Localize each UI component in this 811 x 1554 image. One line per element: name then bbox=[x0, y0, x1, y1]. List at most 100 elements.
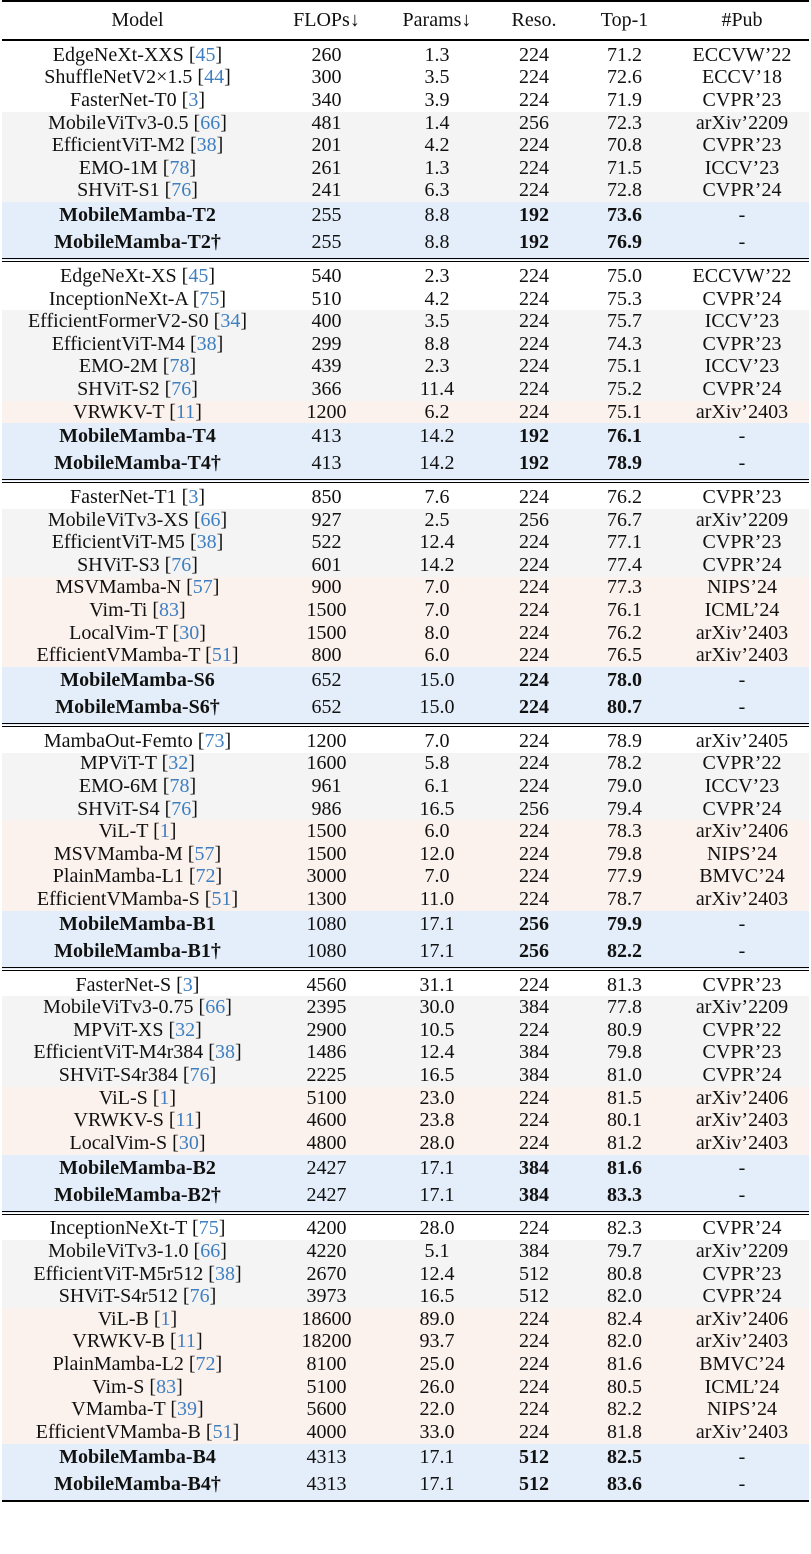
citation-link[interactable]: 78 bbox=[169, 355, 190, 378]
citation-link[interactable]: 51 bbox=[211, 644, 232, 667]
top1-cell: 76.9 bbox=[574, 229, 675, 261]
citation-link[interactable]: 51 bbox=[211, 888, 232, 911]
citation-link[interactable]: 38 bbox=[196, 332, 217, 355]
table-row: VRWKV-S [11] 4600 23.8 224 80.1 arXiv’2403 bbox=[2, 1109, 809, 1132]
model-name: VRWKV-B bbox=[72, 1330, 165, 1353]
model-cell: MobileMamba-T2† bbox=[2, 229, 273, 261]
params-cell: 33.0 bbox=[380, 1420, 494, 1444]
citation-link[interactable]: 11 bbox=[175, 400, 196, 423]
citation-link[interactable]: 45 bbox=[195, 43, 216, 66]
params-cell: 7.0 bbox=[380, 576, 494, 600]
citation-link[interactable]: 45 bbox=[188, 264, 209, 287]
model-cell: MSVMamba-N [57] bbox=[2, 576, 273, 600]
params-cell: 4.2 bbox=[380, 287, 494, 311]
citation-link[interactable]: 83 bbox=[156, 1375, 177, 1398]
citation-link[interactable]: 1 bbox=[160, 1307, 171, 1330]
resolution-cell: 224 bbox=[494, 179, 574, 203]
top1-cell: 82.3 bbox=[574, 1212, 675, 1241]
pub-cell: ICCV’23 bbox=[675, 775, 809, 798]
top1-cell: 71.5 bbox=[574, 156, 675, 180]
resolution-cell: 384 bbox=[494, 1041, 574, 1065]
table-row: SHViT-S4r512 [76] 3973 16.5 512 82.0 CVPR’24 bbox=[2, 1285, 809, 1308]
top1-cell: 81.6 bbox=[574, 1353, 675, 1376]
flops-cell: 800 bbox=[273, 644, 380, 668]
model-cell: MobileViTv3-0.75 [66] bbox=[2, 996, 273, 1019]
model-name: MPViT-XS bbox=[73, 1018, 164, 1041]
citation-link[interactable]: 75 bbox=[199, 287, 220, 310]
citation-link[interactable]: 76 bbox=[171, 797, 192, 820]
pub-cell: arXiv’2403 bbox=[675, 644, 809, 668]
resolution-cell: 224 bbox=[494, 1353, 574, 1376]
table-row: VMamba-T [39] 5600 22.0 224 82.2 NIPS’24 bbox=[2, 1398, 809, 1421]
model-name: MobileViTv3-XS bbox=[47, 508, 189, 531]
model-name: InceptionNeXt-A bbox=[48, 287, 188, 310]
citation-link[interactable]: 1 bbox=[159, 820, 170, 843]
citation-link[interactable]: 11 bbox=[175, 1109, 195, 1132]
model-cell: MobileMamba-B4 bbox=[2, 1443, 273, 1471]
citation-link[interactable]: 3 bbox=[182, 973, 193, 996]
citation-link[interactable]: 78 bbox=[169, 156, 190, 179]
params-cell: 17.1 bbox=[380, 937, 494, 969]
citation-link[interactable]: 66 bbox=[200, 1239, 221, 1262]
citation-link[interactable]: 38 bbox=[196, 531, 217, 554]
pub-cell: ECCVW’22 bbox=[675, 40, 809, 67]
citation-link[interactable]: 76 bbox=[171, 553, 192, 576]
pub-cell: ICCV’23 bbox=[675, 355, 809, 379]
citation-link[interactable]: 75 bbox=[198, 1217, 219, 1240]
citation-link[interactable]: 76 bbox=[189, 1285, 210, 1308]
model-cell: FasterNet-T0 [3] bbox=[2, 89, 273, 112]
citation-link[interactable]: 76 bbox=[189, 1063, 210, 1086]
table-header: Model FLOPs↓ Params↓ Reso. Top-1 #Pub bbox=[2, 1, 809, 41]
citation-link[interactable]: 32 bbox=[175, 1018, 196, 1041]
citation-link[interactable]: 76 bbox=[171, 179, 192, 202]
citation-link[interactable]: 73 bbox=[204, 729, 225, 752]
citation-link[interactable]: 3 bbox=[188, 486, 199, 509]
model-name: MobileViTv3-0.5 bbox=[48, 111, 189, 134]
citation-link[interactable]: 38 bbox=[214, 1262, 235, 1285]
flops-cell: 439 bbox=[273, 355, 380, 379]
resolution-cell: 224 bbox=[494, 378, 574, 401]
flops-cell: 5100 bbox=[273, 1375, 380, 1399]
citation-link[interactable]: 38 bbox=[214, 1041, 235, 1064]
citation-link[interactable]: 66 bbox=[200, 508, 221, 531]
model-cell: EMO-2M [78] bbox=[2, 355, 273, 379]
citation-link[interactable]: 66 bbox=[205, 996, 226, 1019]
flops-cell: 481 bbox=[273, 111, 380, 135]
pub-cell: CVPR’22 bbox=[675, 1019, 809, 1042]
model-name: FasterNet-T1 bbox=[70, 486, 177, 509]
citation-link[interactable]: 72 bbox=[195, 865, 216, 888]
model-name: EfficientViT-M4 bbox=[51, 332, 185, 355]
model-cell: MSVMamba-M [57] bbox=[2, 843, 273, 866]
citation-link[interactable]: 51 bbox=[212, 1420, 233, 1443]
params-cell: 3.9 bbox=[380, 89, 494, 112]
citation-link[interactable]: 57 bbox=[192, 576, 213, 599]
citation-link[interactable]: 66 bbox=[200, 111, 221, 134]
citation-link[interactable]: 32 bbox=[168, 752, 189, 775]
params-cell: 8.8 bbox=[380, 332, 494, 356]
top1-cell: 77.4 bbox=[574, 554, 675, 577]
citation-link[interactable]: 38 bbox=[196, 134, 217, 157]
citation-link[interactable]: 44 bbox=[204, 66, 225, 89]
citation-link[interactable]: 72 bbox=[195, 1352, 216, 1375]
params-cell: 6.3 bbox=[380, 179, 494, 203]
citation-link[interactable]: 1 bbox=[159, 1086, 170, 1109]
params-cell: 23.0 bbox=[380, 1086, 494, 1110]
citation-link[interactable]: 78 bbox=[169, 775, 190, 798]
params-cell: 7.0 bbox=[380, 865, 494, 889]
citation-link[interactable]: 3 bbox=[188, 88, 199, 111]
citation-link[interactable]: 39 bbox=[177, 1398, 198, 1421]
model-name: MobileMamba-B4† bbox=[54, 1472, 221, 1495]
citation-link[interactable]: 57 bbox=[194, 842, 215, 865]
flops-cell: 3000 bbox=[273, 865, 380, 889]
model-name: EfficientViT-M5 bbox=[51, 531, 185, 554]
top1-cell: 72.8 bbox=[574, 179, 675, 203]
resolution-cell: 224 bbox=[494, 1109, 574, 1132]
citation-link[interactable]: 83 bbox=[159, 599, 180, 622]
citation-link[interactable]: 11 bbox=[176, 1330, 196, 1353]
params-cell: 17.1 bbox=[380, 1470, 494, 1501]
table-row: MPViT-T [32] 1600 5.8 224 78.2 CVPR’22 bbox=[2, 752, 809, 776]
citation-link[interactable]: 30 bbox=[178, 1131, 199, 1154]
citation-link[interactable]: 76 bbox=[171, 377, 192, 400]
citation-link[interactable]: 34 bbox=[220, 310, 241, 333]
citation-link[interactable]: 30 bbox=[179, 621, 200, 644]
